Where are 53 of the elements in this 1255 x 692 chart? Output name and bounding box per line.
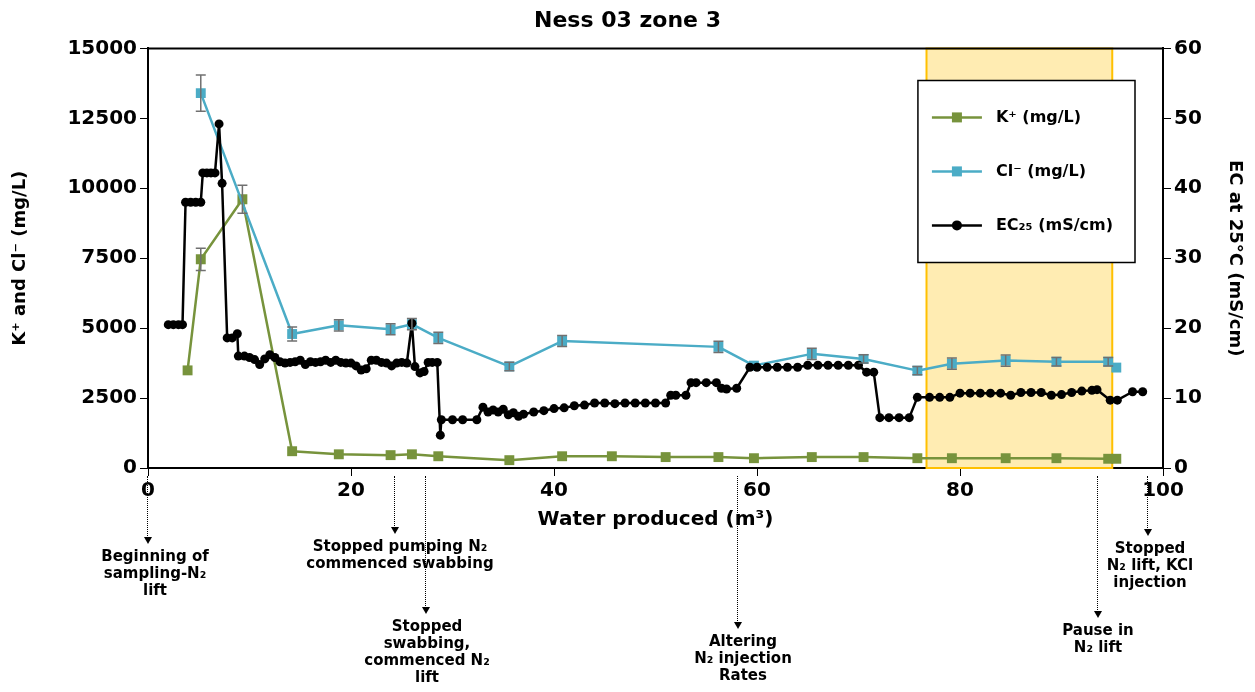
text: Altering N₂ injection Rates	[693, 632, 793, 684]
y2-axis-title: EC at 25°C (mS/cm)	[1225, 159, 1247, 357]
y-tick-label: 12500	[67, 104, 137, 129]
point	[713, 452, 724, 463]
point	[858, 452, 869, 463]
point	[946, 453, 957, 464]
point	[806, 452, 817, 463]
y2-tick-label: 10	[1174, 384, 1202, 409]
point	[1111, 362, 1122, 373]
point	[606, 451, 617, 462]
y2-tick-label: 50	[1174, 104, 1202, 129]
point	[385, 450, 396, 461]
y-axis-title: K⁺ and Cl⁻ (mg/L)	[8, 170, 30, 346]
point	[406, 449, 417, 460]
point	[182, 365, 193, 376]
x-tick-label: 100	[1142, 477, 1184, 502]
y2-tick-label: 20	[1174, 314, 1202, 339]
x-tick-label: 40	[540, 477, 568, 502]
legend-label: K⁺ (mg/L)	[995, 106, 1082, 126]
y-tick-label: 7500	[81, 244, 137, 269]
y-tick-label: 15000	[67, 34, 137, 59]
point	[660, 452, 671, 463]
x-tick-label: 0	[141, 477, 155, 502]
y2-tick-label: 60	[1174, 34, 1202, 59]
point	[1051, 453, 1062, 464]
point	[1000, 453, 1011, 464]
y2-tick-label: 30	[1174, 244, 1202, 269]
text: Stopped pumping N₂ commenced swabbing	[305, 537, 495, 572]
point	[1111, 453, 1122, 464]
y-tick-label: 10000	[67, 174, 137, 199]
point	[749, 453, 759, 464]
legend-label: EC₂₅ (mS/cm)	[995, 214, 1113, 234]
text: Beginning of sampling-N₂ lift	[100, 547, 210, 599]
y2-tick-label: 40	[1174, 174, 1202, 199]
x-tick-label: 60	[743, 477, 771, 502]
point	[287, 446, 298, 457]
text: Stopped swabbing, commenced N₂ lift	[363, 617, 491, 686]
text: Stopped N₂ lift, KCl injection	[1105, 539, 1195, 591]
y-tick-label: 2500	[81, 384, 137, 409]
y-tick-label: 5000	[81, 314, 137, 339]
y2-tick-label: 0	[1174, 454, 1188, 479]
point	[912, 453, 923, 464]
y-tick-label: 0	[123, 454, 137, 479]
legend-label: Cl⁻ (mg/L)	[995, 160, 1086, 180]
point	[504, 455, 515, 466]
text: Pause in N₂ lift	[1061, 621, 1135, 656]
point	[333, 449, 344, 460]
x-axis-title: Water produced (m³)	[537, 506, 774, 531]
chart-title: Ness 03 zone 3	[534, 6, 721, 32]
x-tick-label: 20	[337, 477, 365, 502]
point	[557, 451, 568, 462]
x-tick-label: 80	[946, 477, 974, 502]
point	[433, 451, 444, 462]
